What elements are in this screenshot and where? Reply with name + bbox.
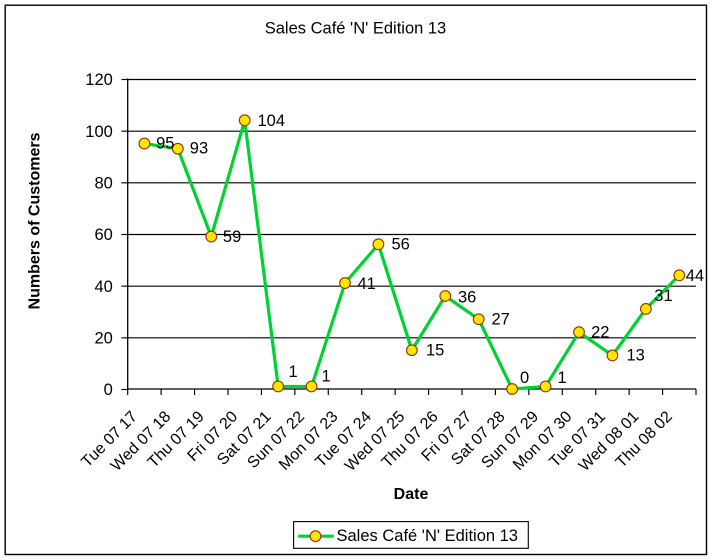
svg-text:0: 0 — [520, 369, 529, 387]
svg-text:59: 59 — [223, 228, 241, 246]
svg-text:20: 20 — [94, 329, 112, 347]
svg-text:Numbers of Customers: Numbers of Customers — [27, 132, 44, 309]
svg-text:80: 80 — [94, 174, 112, 192]
svg-text:0: 0 — [104, 381, 113, 399]
svg-text:44: 44 — [686, 267, 704, 285]
svg-text:Sales Café 'N' Edition 13: Sales Café 'N' Edition 13 — [337, 527, 518, 545]
svg-text:13: 13 — [627, 347, 645, 365]
svg-text:120: 120 — [85, 71, 113, 89]
svg-text:Sales Café 'N' Edition 13: Sales Café 'N' Edition 13 — [265, 20, 446, 38]
svg-text:1: 1 — [322, 368, 331, 386]
svg-text:93: 93 — [190, 139, 208, 157]
svg-text:1: 1 — [558, 369, 567, 387]
svg-text:40: 40 — [94, 278, 112, 296]
svg-text:1: 1 — [289, 363, 298, 381]
svg-text:41: 41 — [358, 275, 376, 293]
svg-text:36: 36 — [458, 288, 476, 306]
svg-text:104: 104 — [258, 112, 286, 130]
svg-text:31: 31 — [654, 287, 672, 305]
svg-text:27: 27 — [492, 311, 510, 329]
svg-text:100: 100 — [85, 123, 113, 141]
svg-text:22: 22 — [591, 323, 609, 341]
svg-text:Date: Date — [394, 486, 429, 503]
svg-text:95: 95 — [156, 134, 174, 152]
svg-text:60: 60 — [94, 226, 112, 244]
svg-text:56: 56 — [392, 235, 410, 253]
svg-text:15: 15 — [426, 341, 444, 359]
